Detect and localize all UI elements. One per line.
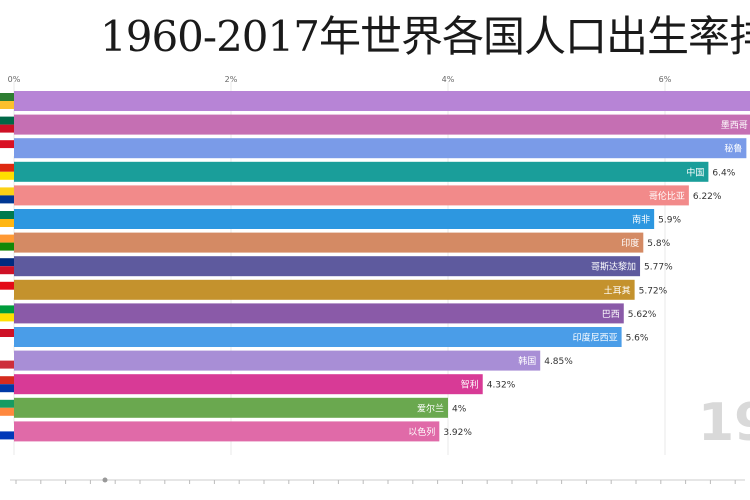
x-tick-label: 4% [442, 75, 455, 84]
flag-icon [0, 140, 14, 149]
bar-label: 哥斯达黎加 [591, 261, 636, 273]
x-tick-label: 0% [8, 75, 21, 84]
bar-value-label: 5.72% [639, 286, 668, 296]
flag-icon [0, 399, 14, 408]
x-tick-label: 2% [225, 75, 238, 84]
flag-icon [0, 313, 14, 322]
bar-label: 哥伦比亚 [649, 190, 685, 202]
bar [14, 421, 440, 442]
bar-label: 巴西 [602, 309, 620, 320]
flag-icon [0, 124, 14, 133]
flag-icon [0, 171, 14, 180]
flag-icon [0, 266, 14, 275]
bar-label: 印度尼西亚 [573, 332, 618, 344]
bar-label: 智利 [461, 379, 479, 391]
flag-icon [0, 305, 14, 314]
bar-value-label: 6.22% [693, 192, 722, 202]
flag-icon [0, 234, 14, 243]
bar [14, 327, 622, 347]
flag-icon [0, 431, 14, 440]
bar [14, 209, 655, 229]
flag-icon [0, 258, 14, 267]
flag-icon [0, 93, 14, 101]
bar [14, 138, 747, 159]
bar-label: 以色列 [408, 426, 435, 438]
flag-icon [0, 101, 14, 109]
flag-icon [0, 360, 14, 369]
flag-icon [0, 384, 14, 393]
flag-icon [0, 148, 14, 157]
x-tick-label: 6% [659, 75, 672, 84]
flag-icon [0, 407, 14, 416]
bar-label: 墨西哥 [721, 120, 748, 131]
chart-title: 1960-2017年世界各国人口出生率排行榜 [100, 12, 750, 61]
bar-label: 南非 [632, 214, 650, 226]
bar [14, 374, 483, 395]
bar [14, 303, 624, 324]
bar [14, 279, 635, 300]
bar-value-label: 4.85% [544, 357, 573, 367]
flag-icon [0, 423, 14, 432]
bar-value-label: 5.62% [628, 310, 657, 320]
bar-value-label: 5.9% [658, 216, 681, 226]
bar-label: 印度 [621, 237, 639, 249]
bar-label: 韩国 [518, 355, 536, 367]
flag-icon [0, 187, 14, 196]
flag-icon [0, 352, 14, 361]
flag-icon [0, 219, 14, 227]
bar-value-label: 4% [452, 404, 467, 414]
flag-icon [0, 329, 14, 337]
flag-icon [0, 211, 14, 219]
bar-label: 中国 [686, 166, 704, 178]
flag-icon [0, 163, 14, 172]
year-watermark: 19 [698, 393, 750, 453]
bar [14, 397, 448, 418]
bar [14, 114, 750, 135]
bar-label: 秘鲁 [724, 143, 742, 155]
bar-value-label: 4.32% [487, 381, 516, 391]
bar-value-label: 5.77% [644, 263, 673, 273]
bar-label: 爱尔兰 [417, 402, 444, 414]
flag-icon [0, 195, 14, 204]
flag-icon [0, 242, 14, 251]
bar-value-label: 6.4% [712, 168, 735, 178]
bar [14, 185, 689, 206]
flag-icon [0, 376, 14, 385]
bar [14, 256, 641, 277]
bar [14, 91, 750, 111]
bar [14, 161, 709, 182]
bar-value-label: 5.8% [647, 239, 670, 249]
bar [14, 350, 541, 371]
flag-icon [0, 281, 14, 290]
timeline-marker [102, 477, 108, 483]
bar-value-label: 3.92% [443, 428, 472, 438]
bar [14, 232, 644, 253]
flag-icon [0, 337, 14, 345]
bar-label: 土耳其 [604, 284, 631, 296]
flag-icon [0, 289, 14, 298]
flag-icon [0, 116, 14, 125]
bar-value-label: 5.6% [626, 334, 649, 344]
